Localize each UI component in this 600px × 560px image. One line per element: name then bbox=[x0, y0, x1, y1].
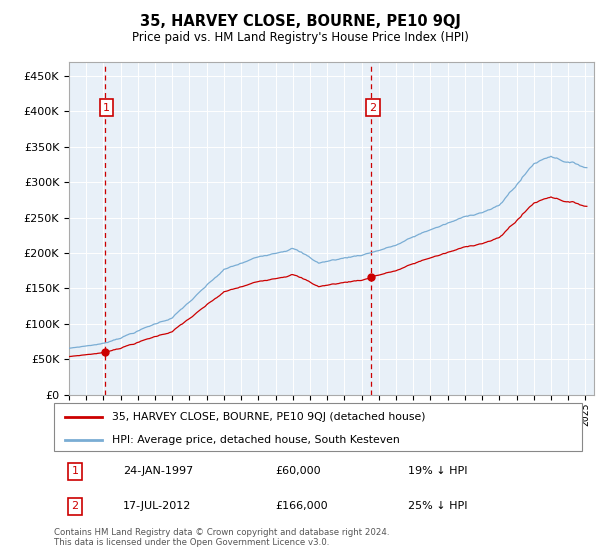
FancyBboxPatch shape bbox=[54, 403, 582, 451]
Text: Price paid vs. HM Land Registry's House Price Index (HPI): Price paid vs. HM Land Registry's House … bbox=[131, 31, 469, 44]
Text: Contains HM Land Registry data © Crown copyright and database right 2024.
This d: Contains HM Land Registry data © Crown c… bbox=[54, 528, 389, 547]
Text: 1: 1 bbox=[71, 466, 79, 476]
Text: 24-JAN-1997: 24-JAN-1997 bbox=[122, 466, 193, 476]
Text: £60,000: £60,000 bbox=[276, 466, 322, 476]
Text: 2: 2 bbox=[71, 501, 79, 511]
Text: 25% ↓ HPI: 25% ↓ HPI bbox=[408, 501, 467, 511]
Text: 1: 1 bbox=[103, 102, 110, 113]
Text: HPI: Average price, detached house, South Kesteven: HPI: Average price, detached house, Sout… bbox=[112, 435, 400, 445]
Text: 2: 2 bbox=[369, 102, 376, 113]
Text: £166,000: £166,000 bbox=[276, 501, 328, 511]
Text: 17-JUL-2012: 17-JUL-2012 bbox=[122, 501, 191, 511]
Text: 19% ↓ HPI: 19% ↓ HPI bbox=[408, 466, 467, 476]
Text: 35, HARVEY CLOSE, BOURNE, PE10 9QJ (detached house): 35, HARVEY CLOSE, BOURNE, PE10 9QJ (deta… bbox=[112, 412, 425, 422]
Text: 35, HARVEY CLOSE, BOURNE, PE10 9QJ: 35, HARVEY CLOSE, BOURNE, PE10 9QJ bbox=[140, 14, 460, 29]
